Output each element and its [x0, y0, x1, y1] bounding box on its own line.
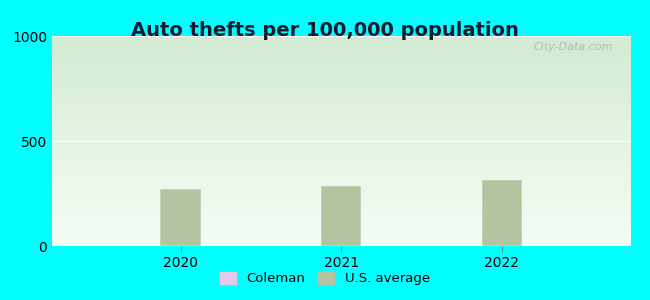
Bar — [161, 189, 201, 246]
Text: City-Data.com: City-Data.com — [534, 42, 613, 52]
Bar — [321, 186, 361, 246]
Legend: Coleman, U.S. average: Coleman, U.S. average — [214, 266, 436, 290]
Bar — [482, 180, 522, 246]
Text: Auto thefts per 100,000 population: Auto thefts per 100,000 population — [131, 21, 519, 40]
